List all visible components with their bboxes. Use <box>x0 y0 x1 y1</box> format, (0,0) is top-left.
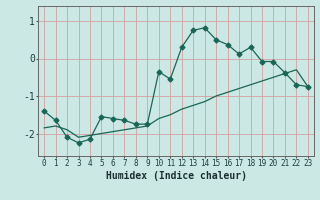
X-axis label: Humidex (Indice chaleur): Humidex (Indice chaleur) <box>106 171 246 181</box>
